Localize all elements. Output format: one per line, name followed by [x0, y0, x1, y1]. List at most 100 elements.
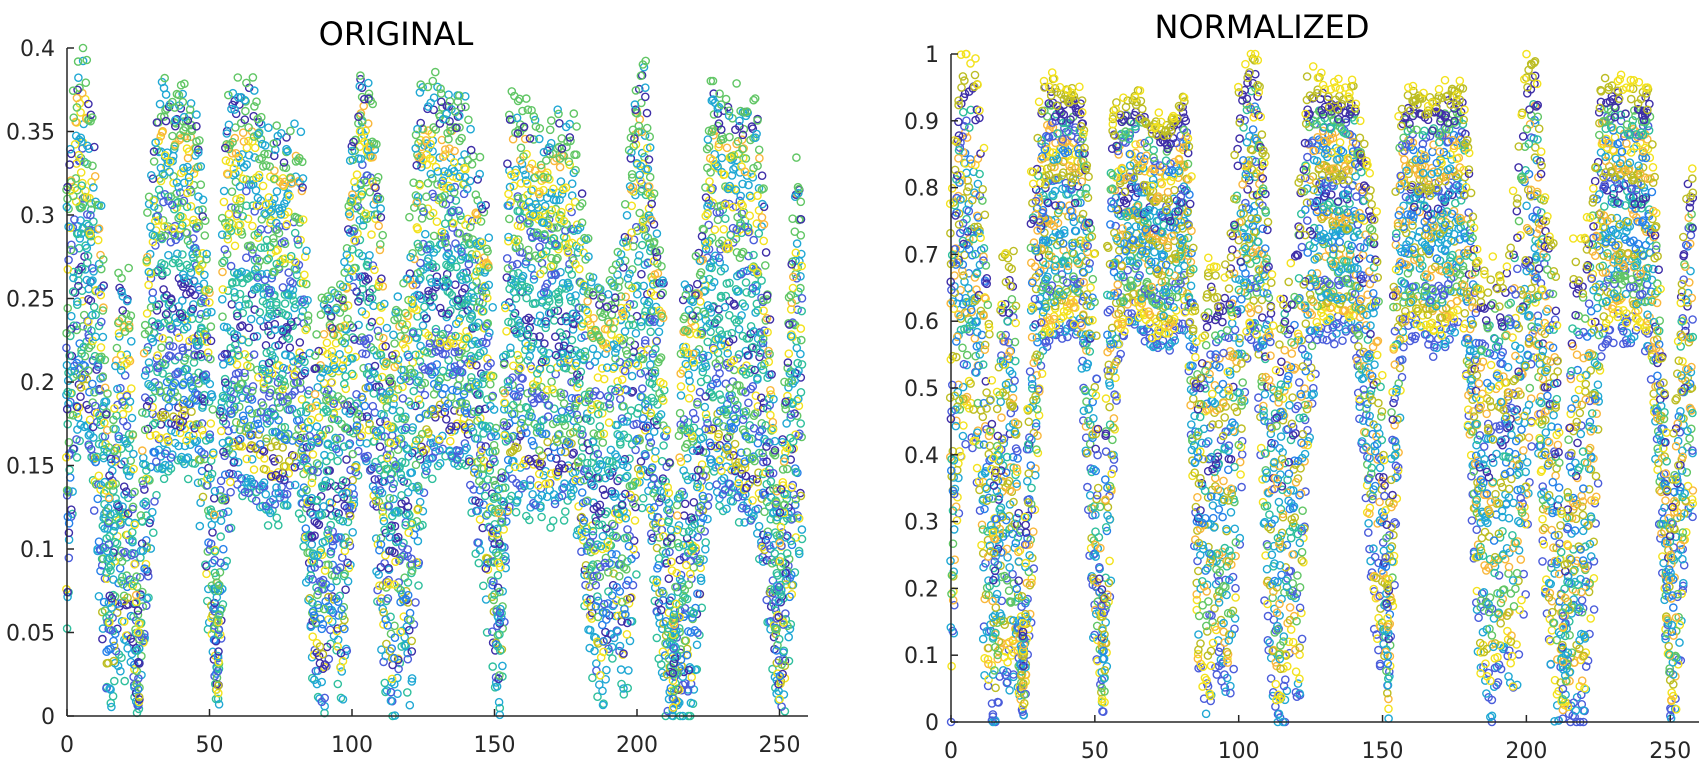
- data-point: [616, 665, 626, 674]
- data-point: [312, 679, 322, 689]
- data-point: [273, 520, 283, 530]
- data-point: [703, 514, 712, 524]
- data-point: [721, 379, 731, 389]
- data-point: [360, 401, 370, 411]
- data-point: [447, 392, 456, 402]
- data-point: [297, 514, 307, 524]
- data-point: [749, 250, 758, 260]
- data-point: [244, 323, 254, 333]
- data-point: [713, 215, 723, 225]
- data-point: [380, 678, 390, 688]
- data-point: [363, 451, 373, 461]
- data-point: [635, 208, 645, 218]
- data-point: [420, 229, 430, 239]
- data-point: [370, 265, 379, 275]
- data-point: [602, 665, 611, 675]
- data-point: [619, 684, 628, 693]
- data-point: [754, 521, 764, 531]
- data-point: [208, 528, 217, 537]
- data-point: [418, 321, 428, 330]
- data-point: [636, 368, 646, 378]
- data-point: [546, 364, 555, 374]
- data-point: [180, 441, 190, 451]
- data-point: [123, 644, 132, 653]
- data-point: [784, 632, 794, 642]
- data-point: [246, 314, 256, 324]
- data-point: [222, 556, 231, 566]
- data-point: [274, 488, 284, 498]
- data-point: [411, 460, 421, 470]
- data-point: [632, 570, 641, 579]
- data-point: [517, 483, 527, 493]
- data-point: [312, 459, 322, 468]
- data-point: [537, 491, 547, 500]
- data-point: [549, 316, 559, 325]
- data-point: [722, 504, 731, 514]
- data-point: [182, 436, 191, 445]
- data-point: [233, 457, 243, 467]
- data-point: [749, 235, 759, 245]
- data-point: [617, 375, 627, 384]
- data-point: [754, 229, 764, 238]
- data-point: [733, 492, 743, 502]
- data-point: [504, 214, 514, 224]
- data-point: [577, 488, 587, 497]
- data-point: [105, 684, 114, 693]
- data-point: [652, 578, 662, 587]
- data-point: [147, 295, 157, 304]
- data-point: [512, 259, 522, 269]
- data-point: [405, 700, 415, 710]
- data-point: [657, 668, 667, 678]
- data-point: [720, 450, 730, 459]
- data-point: [615, 641, 625, 651]
- data-point: [712, 480, 722, 489]
- data-point: [413, 536, 423, 546]
- data-point: [148, 528, 158, 538]
- data-point: [193, 478, 203, 488]
- data-point: [646, 327, 656, 337]
- data-point: [244, 488, 253, 498]
- data-point: [72, 453, 82, 462]
- data-point: [617, 679, 626, 689]
- data-point: [373, 585, 382, 595]
- data-point: [339, 379, 349, 389]
- data-point: [117, 653, 126, 663]
- data-point: [247, 454, 257, 464]
- data-point: [214, 700, 224, 709]
- data-point: [386, 696, 396, 706]
- data-point: [721, 291, 731, 301]
- data-point: [337, 667, 347, 676]
- data-point: [160, 449, 170, 459]
- data-point: [397, 490, 406, 500]
- data-point: [598, 620, 607, 630]
- data-point: [726, 496, 736, 506]
- data-point: [695, 630, 704, 640]
- data-point: [581, 580, 590, 590]
- data-point: [224, 524, 234, 533]
- data-point: [557, 406, 567, 416]
- data-point: [525, 481, 535, 490]
- data-point: [623, 576, 633, 585]
- data-point: [106, 685, 115, 694]
- data-point: [787, 590, 797, 599]
- data-point: [160, 460, 170, 470]
- data-point: [340, 624, 349, 634]
- data-point: [76, 168, 86, 177]
- data-point: [689, 497, 699, 507]
- data-point: [522, 293, 531, 303]
- data-point: [528, 489, 537, 499]
- data-point: [259, 478, 269, 487]
- data-point: [546, 523, 555, 532]
- data-point: [249, 465, 259, 474]
- data-point: [779, 690, 789, 699]
- data-point: [701, 409, 711, 419]
- data-point: [279, 489, 289, 499]
- data-point: [743, 498, 752, 508]
- data-point: [627, 371, 637, 381]
- data-point: [402, 688, 412, 697]
- data-point: [475, 515, 485, 524]
- data-point: [282, 501, 292, 510]
- data-point: [773, 669, 782, 678]
- data-point: [180, 459, 189, 469]
- data-point: [432, 217, 442, 226]
